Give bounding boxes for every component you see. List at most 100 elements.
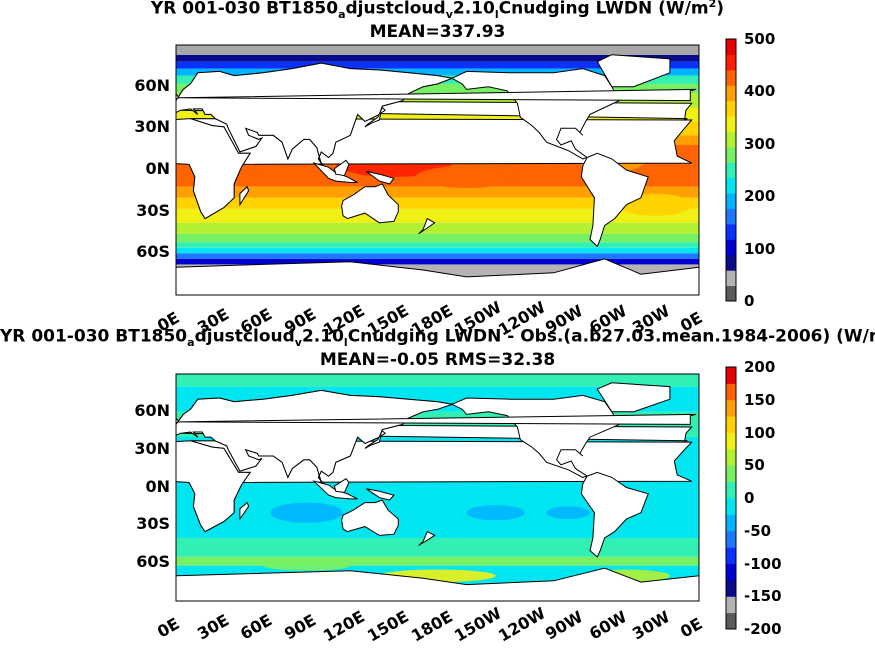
continent-outline	[341, 183, 399, 224]
colorbar-swatch	[726, 514, 736, 532]
continent-outline	[239, 185, 250, 207]
y-tick-label: 60S	[136, 242, 170, 262]
colorbar-swatch	[726, 254, 736, 271]
continent-outline	[580, 152, 649, 248]
field-band	[176, 242, 699, 248]
y-tick-label: 60N	[134, 75, 170, 95]
colorbar-swatch	[726, 563, 736, 581]
map-panel-2	[175, 373, 700, 602]
continent-outline	[596, 382, 671, 413]
colorbar-swatch	[726, 177, 736, 194]
field-feature	[270, 502, 344, 523]
panel2-subtitle: MEAN=-0.05 RMS=32.38	[319, 350, 556, 370]
continent-outline	[418, 217, 436, 235]
colorbar-swatch	[726, 69, 736, 86]
continent-outline	[176, 92, 180, 100]
colorbar-swatch	[726, 54, 736, 71]
colorbar-swatch	[726, 39, 736, 55]
field-band	[176, 197, 699, 209]
colorbar-swatch	[726, 399, 736, 417]
field-band	[176, 51, 699, 62]
field-band	[176, 61, 699, 69]
colorbar-label: 150	[744, 390, 776, 409]
colorbar-swatch	[726, 239, 736, 256]
field-band	[176, 186, 699, 198]
field-feature	[546, 506, 591, 520]
colorbar-label: 400	[744, 82, 776, 101]
colorbar-2	[725, 366, 737, 630]
colorbar-1	[725, 38, 737, 302]
y-tick-label: 30S	[136, 200, 170, 220]
colorbar-swatch	[726, 481, 736, 499]
continent-outline	[178, 413, 697, 425]
colorbar-swatch	[726, 465, 736, 483]
continent-outline	[176, 62, 454, 169]
colorbar-swatch	[726, 100, 736, 117]
colorbar-label: 50	[744, 456, 765, 475]
colorbar-frame	[725, 38, 737, 302]
colorbar-swatch	[726, 448, 736, 466]
colorbar-label: -150	[744, 587, 782, 606]
field-band	[176, 537, 699, 557]
colorbar-frame	[725, 366, 737, 630]
y-tick-label: 0N	[145, 159, 170, 178]
colorbar-label: -100	[744, 554, 782, 573]
colorbar-swatch	[726, 547, 736, 564]
continent-outline	[176, 258, 699, 295]
colorbar-swatch	[726, 612, 736, 630]
map-panel-1	[175, 44, 700, 296]
continent-outline	[176, 118, 252, 220]
map-frame	[175, 44, 700, 296]
colorbar-label: 0	[744, 292, 755, 310]
field-band	[176, 68, 699, 76]
colorbar-swatch	[726, 208, 736, 225]
field-band	[176, 258, 699, 265]
colorbar-label: -50	[744, 521, 772, 540]
colorbar-swatch	[726, 416, 736, 433]
continent-outline	[176, 417, 180, 424]
continent-outline	[418, 530, 436, 546]
field-band	[176, 208, 699, 223]
field-band	[176, 222, 699, 234]
y-tick-label: 30N	[134, 117, 170, 137]
colorbar-swatch	[726, 367, 736, 384]
continent-outline	[364, 106, 387, 128]
colorbar-swatch	[726, 193, 736, 210]
colorbar-swatch	[726, 383, 736, 401]
continent-outline	[333, 159, 350, 177]
colorbar-label: 100	[744, 239, 776, 258]
y-tick-label: 60N	[134, 400, 170, 420]
colorbar-swatch	[726, 146, 736, 163]
continent-outline	[176, 567, 699, 601]
y-tick-label: 30S	[136, 514, 170, 534]
field-band	[176, 233, 699, 243]
panel1-subtitle: MEAN=337.93	[369, 22, 506, 42]
colorbar-label: 0	[744, 489, 755, 507]
colorbar-swatch	[726, 162, 736, 179]
colorbar-swatch	[726, 530, 736, 548]
continent-outline	[366, 170, 395, 185]
y-tick-label: 30N	[134, 438, 170, 458]
colorbar-swatch	[726, 223, 736, 240]
colorbar-label: 200	[744, 358, 776, 376]
field-band	[176, 556, 699, 566]
colorbar-swatch	[726, 116, 736, 132]
colorbar-swatch	[726, 270, 736, 287]
field-band	[176, 374, 699, 387]
continent-outline	[239, 501, 250, 521]
colorbar-swatch	[726, 285, 736, 302]
continent-outline	[176, 440, 252, 533]
field-feature	[466, 505, 525, 521]
field-band	[176, 83, 699, 94]
colorbar-swatch	[726, 432, 736, 450]
continent-outline	[178, 88, 697, 102]
map-frame	[175, 373, 700, 602]
continent-outline	[596, 54, 671, 88]
colorbar-label: 100	[744, 423, 776, 442]
colorbar-swatch	[726, 85, 736, 102]
colorbar-swatch	[726, 596, 736, 614]
field-feature	[263, 560, 351, 571]
colorbar-swatch	[726, 579, 736, 597]
continent-outline	[364, 430, 387, 449]
panel1-title: YR 001-030 BT1850adjustcloudv2.10lCnudgi…	[150, 0, 725, 22]
